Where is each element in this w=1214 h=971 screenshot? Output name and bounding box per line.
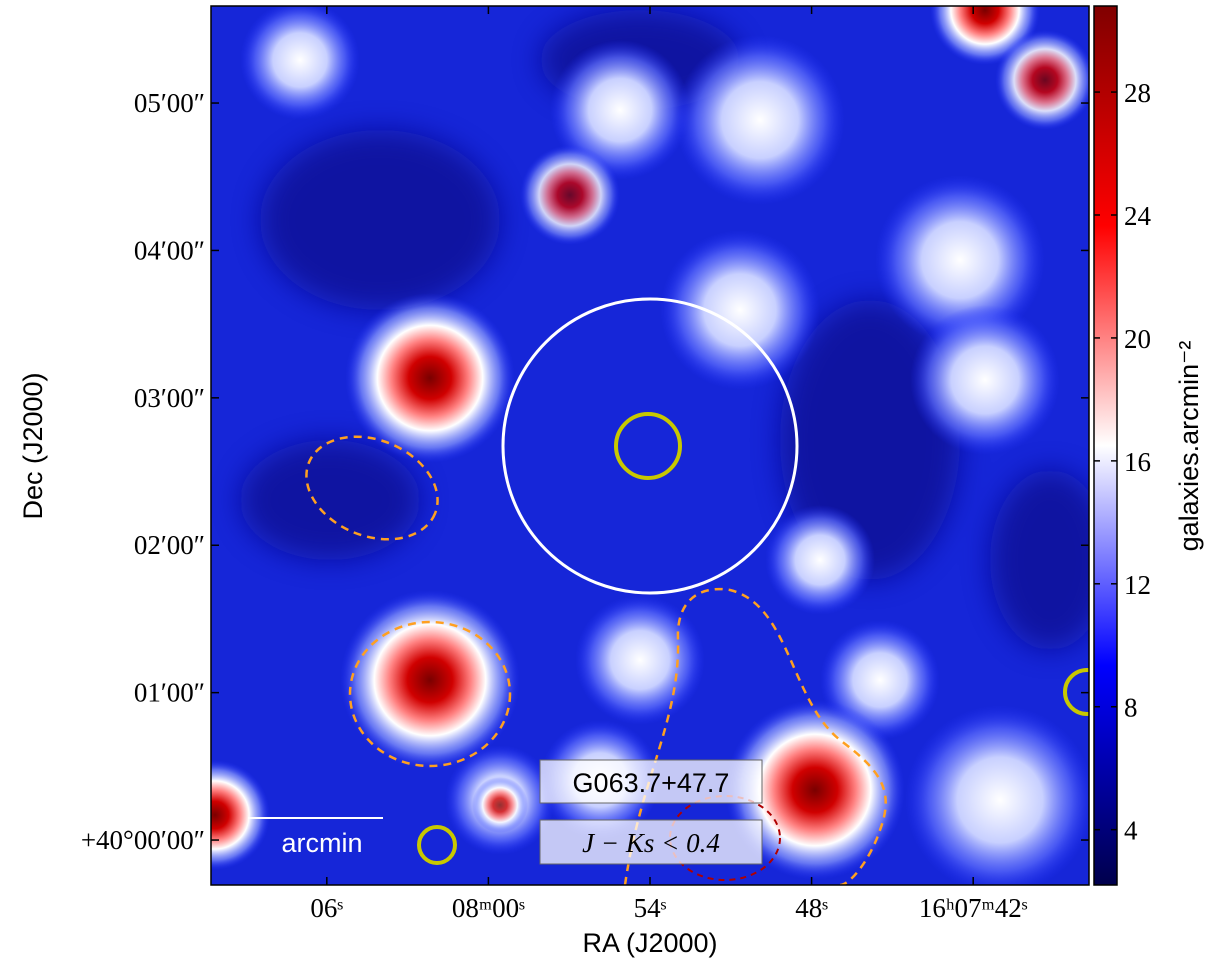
density-map [211,6,1089,885]
y-tick-label: 01′00″ [134,678,205,708]
scale-bar-label: arcmin [281,828,362,858]
y-tick-label: 04′00″ [134,235,205,265]
colorbar-tick-label: 4 [1124,816,1138,846]
x-tick-label: 54ˢ [634,893,667,923]
x-axis-label: RA (J2000) [582,928,717,958]
colorbar-tick-label: 24 [1124,201,1152,231]
x-tick-label: 06ˢ [310,893,343,923]
colorbar-tick-label: 28 [1124,78,1151,108]
colorbar-tick-label: 12 [1124,570,1151,600]
y-tick-label: 02′00″ [134,530,205,560]
x-tick-label: 48ˢ [795,893,828,923]
x-tick-label: 08ᵐ00ˢ [452,893,525,923]
y-tick-label: 05′00″ [134,88,205,118]
colorbar-tick-label: 20 [1124,324,1151,354]
y-axis-label: Dec (J2000) [18,372,48,519]
colorbar [1093,5,1118,886]
colorbar-tick-label: 16 [1124,447,1151,477]
y-tick-label: 03′00″ [134,383,205,413]
colorbar-tick-label: 8 [1124,693,1138,723]
x-tick-label: 16ʰ07ᵐ42ˢ [919,893,1028,923]
source-name: G063.7+47.7 [573,768,730,798]
colorbar-label: galaxies.arcmin⁻² [1174,341,1204,552]
colour-cut: J − Ks < 0.4 [582,828,720,858]
y-tick-label: +40°00′00″ [81,825,205,855]
